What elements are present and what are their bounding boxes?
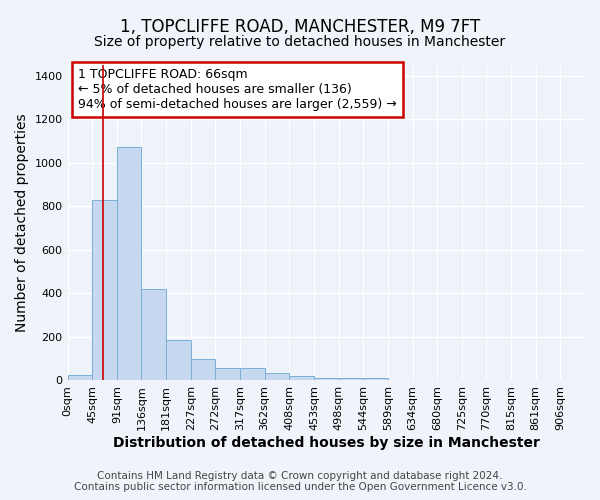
- Bar: [117, 146, 142, 380]
- Text: Contains HM Land Registry data © Crown copyright and database right 2024.
Contai: Contains HM Land Registry data © Crown c…: [74, 471, 526, 492]
- Bar: [363, 378, 388, 380]
- Bar: [166, 340, 191, 380]
- Text: Size of property relative to detached houses in Manchester: Size of property relative to detached ho…: [94, 35, 506, 49]
- Bar: [265, 373, 289, 380]
- Bar: [68, 375, 92, 380]
- Text: 1 TOPCLIFFE ROAD: 66sqm
← 5% of detached houses are smaller (136)
94% of semi-de: 1 TOPCLIFFE ROAD: 66sqm ← 5% of detached…: [78, 68, 397, 111]
- Bar: [338, 378, 363, 380]
- Text: 1, TOPCLIFFE ROAD, MANCHESTER, M9 7FT: 1, TOPCLIFFE ROAD, MANCHESTER, M9 7FT: [120, 18, 480, 36]
- Bar: [142, 289, 166, 380]
- Bar: [92, 200, 117, 380]
- Bar: [215, 368, 240, 380]
- Bar: [314, 378, 338, 380]
- Bar: [289, 376, 314, 380]
- Bar: [191, 358, 215, 380]
- X-axis label: Distribution of detached houses by size in Manchester: Distribution of detached houses by size …: [113, 436, 540, 450]
- Y-axis label: Number of detached properties: Number of detached properties: [15, 114, 29, 332]
- Bar: [240, 368, 265, 380]
